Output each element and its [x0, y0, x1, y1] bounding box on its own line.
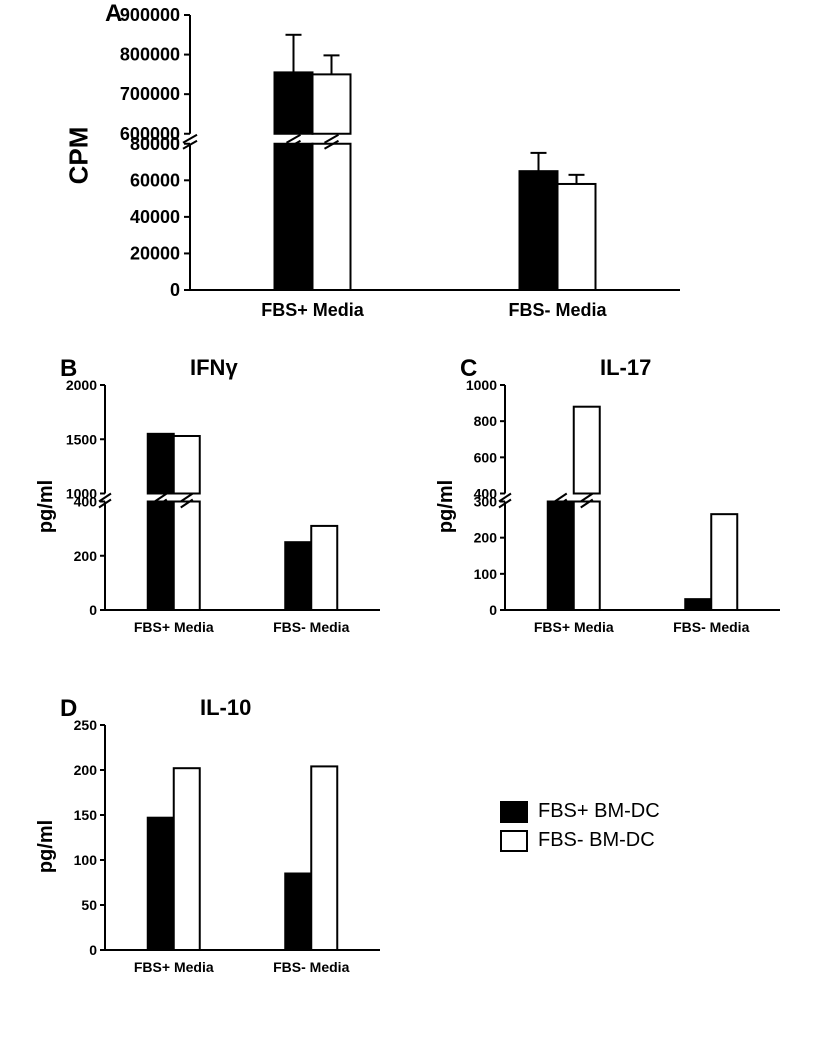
svg-text:300: 300: [474, 494, 498, 510]
svg-text:150: 150: [74, 807, 98, 823]
svg-text:FBS+ Media: FBS+ Media: [134, 619, 214, 635]
svg-text:0: 0: [89, 602, 97, 618]
svg-text:FBS- Media: FBS- Media: [273, 619, 349, 635]
svg-text:600: 600: [474, 449, 498, 465]
svg-text:400: 400: [74, 494, 98, 510]
panel-d: D IL-10 pg/ml 050100150200250FBS+ MediaF…: [30, 695, 400, 985]
svg-text:0: 0: [89, 942, 97, 958]
svg-text:200: 200: [74, 762, 98, 778]
svg-text:900000: 900000: [120, 5, 180, 25]
panel-c-title: IL-17: [600, 355, 651, 381]
panel-a: A CPM 6000007000008000009000000200004000…: [60, 0, 700, 330]
svg-text:FBS+ Media: FBS+ Media: [534, 619, 614, 635]
panel-b-label: B: [60, 355, 77, 383]
panel-c: C IL-17 pg/ml 40060080010000100200300FBS…: [430, 355, 800, 645]
svg-text:20000: 20000: [130, 243, 180, 263]
panel-c-chart: 40060080010000100200300FBS+ MediaFBS- Me…: [430, 355, 800, 645]
panel-d-label: D: [60, 695, 77, 723]
svg-text:1500: 1500: [66, 431, 97, 447]
svg-text:FBS- Media: FBS- Media: [508, 300, 607, 320]
svg-text:40000: 40000: [130, 207, 180, 227]
svg-text:FBS- Media: FBS- Media: [273, 959, 349, 975]
panel-b-title: IFNγ: [190, 355, 238, 381]
panel-b: B IFNγ pg/ml 1000150020000200400FBS+ Med…: [30, 355, 400, 645]
panel-c-label: C: [460, 355, 477, 383]
legend-item: FBS- BM-DC: [500, 829, 660, 852]
panel-a-ylabel: CPM: [63, 127, 94, 185]
svg-text:200: 200: [74, 548, 98, 564]
panel-a-label: A: [105, 0, 122, 28]
panel-a-chart: 6000007000008000009000000200004000060000…: [60, 0, 700, 330]
svg-text:FBS+ Media: FBS+ Media: [261, 300, 365, 320]
svg-text:80000: 80000: [130, 134, 180, 154]
legend: FBS+ BM-DC FBS- BM-DC: [500, 800, 660, 858]
legend-swatch-fbs-plus: [500, 801, 528, 823]
legend-label: FBS- BM-DC: [538, 829, 655, 852]
svg-text:0: 0: [170, 280, 180, 300]
svg-text:FBS- Media: FBS- Media: [673, 619, 749, 635]
panel-c-ylabel: pg/ml: [435, 480, 458, 533]
panel-d-chart: 050100150200250FBS+ MediaFBS- Media: [30, 695, 400, 985]
svg-text:0: 0: [489, 602, 497, 618]
panel-b-chart: 1000150020000200400FBS+ MediaFBS- Media: [30, 355, 400, 645]
svg-text:FBS+ Media: FBS+ Media: [134, 959, 214, 975]
svg-text:60000: 60000: [130, 170, 180, 190]
svg-text:800: 800: [474, 413, 498, 429]
panel-d-ylabel: pg/ml: [35, 820, 58, 873]
panel-b-ylabel: pg/ml: [35, 480, 58, 533]
svg-text:100: 100: [74, 852, 98, 868]
svg-text:50: 50: [81, 897, 97, 913]
legend-item: FBS+ BM-DC: [500, 800, 660, 823]
svg-text:700000: 700000: [120, 84, 180, 104]
svg-text:800000: 800000: [120, 45, 180, 65]
legend-label: FBS+ BM-DC: [538, 800, 660, 823]
svg-text:200: 200: [474, 530, 498, 546]
panel-d-title: IL-10: [200, 695, 251, 721]
legend-swatch-fbs-minus: [500, 830, 528, 852]
svg-text:100: 100: [474, 566, 498, 582]
